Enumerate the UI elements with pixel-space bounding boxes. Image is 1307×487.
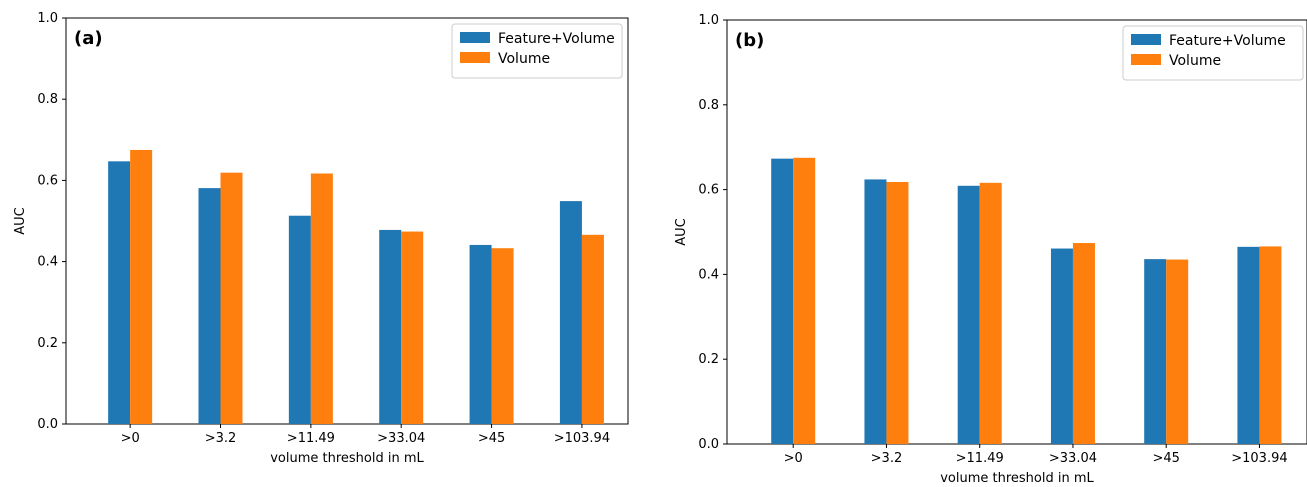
- bar-volume: [401, 231, 424, 424]
- y-axis-label: AUC: [674, 218, 689, 246]
- legend-label-volume: Volume: [1169, 53, 1221, 69]
- legend-swatch-volume: [460, 52, 490, 63]
- y-axis-label: AUC: [13, 207, 28, 235]
- bar-feature-volume: [771, 158, 794, 444]
- y-tick-label: 0.8: [698, 98, 719, 113]
- chart-panel-b: >0 >3.2 >11.49 >33.04 >45 >103.94 0.0 0.2 0.4 0.6…: [674, 13, 1307, 486]
- y-tick-label: 0.0: [37, 417, 58, 432]
- y-tick-label: 1.0: [698, 13, 719, 28]
- bar-feature-volume: [1144, 259, 1167, 444]
- x-axis-label: volume threshold in mL: [270, 451, 424, 466]
- chart-panel-a: >0 >3.2 >11.49 >33.04 >45 >103.94 0.0 0.2 0.4 0.6…: [13, 11, 629, 466]
- y-tick-label: 0.6: [698, 183, 719, 198]
- x-tick-label: >0: [121, 431, 140, 446]
- x-tick-label: >3.2: [205, 431, 237, 446]
- x-tick-label: >45: [1152, 451, 1179, 466]
- bar-volume: [310, 173, 333, 424]
- bar-feature-volume: [1050, 248, 1073, 444]
- plot-frame: [726, 19, 1307, 445]
- bar-volume: [220, 172, 243, 424]
- bar-feature-volume: [198, 188, 221, 424]
- plot-frame: [65, 17, 629, 425]
- legend-box: [451, 23, 623, 79]
- legend-label-feature-volume: Feature+Volume: [1169, 33, 1286, 49]
- x-tick-label: >33.04: [1049, 451, 1097, 466]
- y-tick-label: 0.6: [37, 173, 58, 188]
- bar-volume: [1072, 243, 1095, 444]
- legend-swatch-volume: [1131, 54, 1161, 65]
- bar-feature-volume: [469, 244, 492, 424]
- bar-volume: [1166, 259, 1189, 444]
- legend-box: [1122, 25, 1304, 81]
- y-tick-label: 0.4: [37, 255, 58, 270]
- bar-volume: [491, 248, 514, 424]
- y-tick-label: 0.4: [698, 267, 719, 282]
- x-tick-label: >33.04: [377, 431, 425, 446]
- y-tick-label: 0.2: [698, 352, 719, 367]
- bar-feature-volume: [288, 215, 311, 424]
- bar-volume: [979, 182, 1002, 445]
- bar-feature-volume: [957, 185, 980, 444]
- bar-feature-volume: [559, 201, 582, 424]
- y-tick-label: 1.0: [37, 11, 58, 26]
- x-tick-label: >0: [784, 451, 803, 466]
- legend-swatch-feature-volume: [1131, 34, 1161, 45]
- bar-volume: [581, 234, 604, 424]
- y-tick-label: 0.0: [698, 437, 719, 452]
- bar-volume: [1259, 246, 1282, 444]
- bar-volume: [886, 181, 909, 444]
- panel-label: (b): [735, 30, 764, 51]
- legend-label-feature-volume: Feature+Volume: [498, 31, 615, 47]
- y-tick-label: 0.8: [37, 92, 58, 107]
- x-tick-label: >11.49: [287, 431, 335, 446]
- bar-volume: [793, 157, 816, 445]
- x-tick-label: >103.94: [1231, 451, 1287, 466]
- panel-label: (a): [74, 28, 103, 49]
- x-tick-label: >103.94: [554, 431, 610, 446]
- bar-feature-volume: [379, 229, 402, 424]
- x-tick-label: >11.49: [956, 451, 1004, 466]
- bar-feature-volume: [864, 179, 887, 444]
- x-tick-label: >3.2: [871, 451, 903, 466]
- bar-feature-volume: [108, 161, 131, 424]
- x-axis-label: volume threshold in mL: [940, 471, 1094, 486]
- x-tick-label: >45: [478, 431, 505, 446]
- bar-feature-volume: [1237, 246, 1260, 444]
- legend-label-volume: Volume: [498, 51, 550, 67]
- y-tick-label: 0.2: [37, 336, 58, 351]
- legend-swatch-feature-volume: [460, 32, 490, 43]
- bar-volume: [130, 149, 153, 424]
